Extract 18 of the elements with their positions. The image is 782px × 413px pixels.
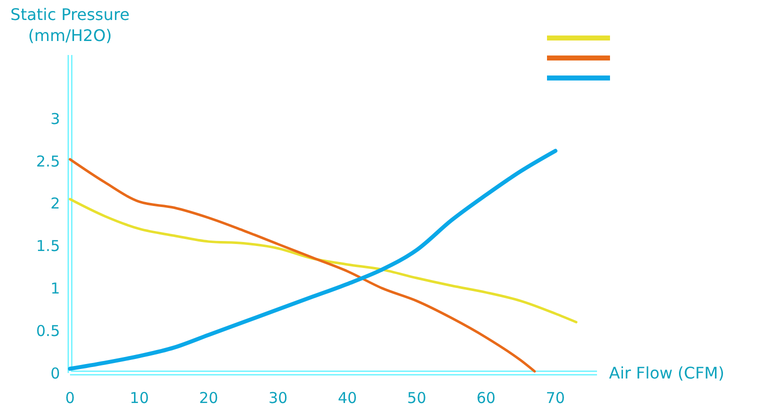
x-tick-label: 30 (268, 389, 288, 407)
x-tick-label: 40 (338, 389, 357, 407)
y-tick-label: 2 (50, 194, 60, 213)
x-tick-label: 0 (65, 389, 75, 407)
x-tick-label: 60 (476, 389, 496, 407)
y-tick-label: 1.5 (36, 237, 60, 256)
y-axis-title: Static Pressure (mm/H2O) (10, 5, 130, 45)
x-tick-label: 50 (407, 389, 426, 407)
y-tick-label: 0.5 (36, 322, 60, 340)
x-tick-label: 70 (546, 389, 565, 407)
y-tick-label: 2.5 (36, 152, 60, 170)
y-tick-label: 3 (50, 110, 60, 128)
y-tick-label: 1 (50, 279, 60, 298)
x-tick-label: 20 (199, 389, 218, 407)
x-axis-title: Air Flow (CFM) (609, 364, 724, 383)
x-tick-label: 10 (130, 389, 149, 407)
line-series (68, 198, 578, 324)
y-tick-label: 0 (50, 364, 60, 382)
